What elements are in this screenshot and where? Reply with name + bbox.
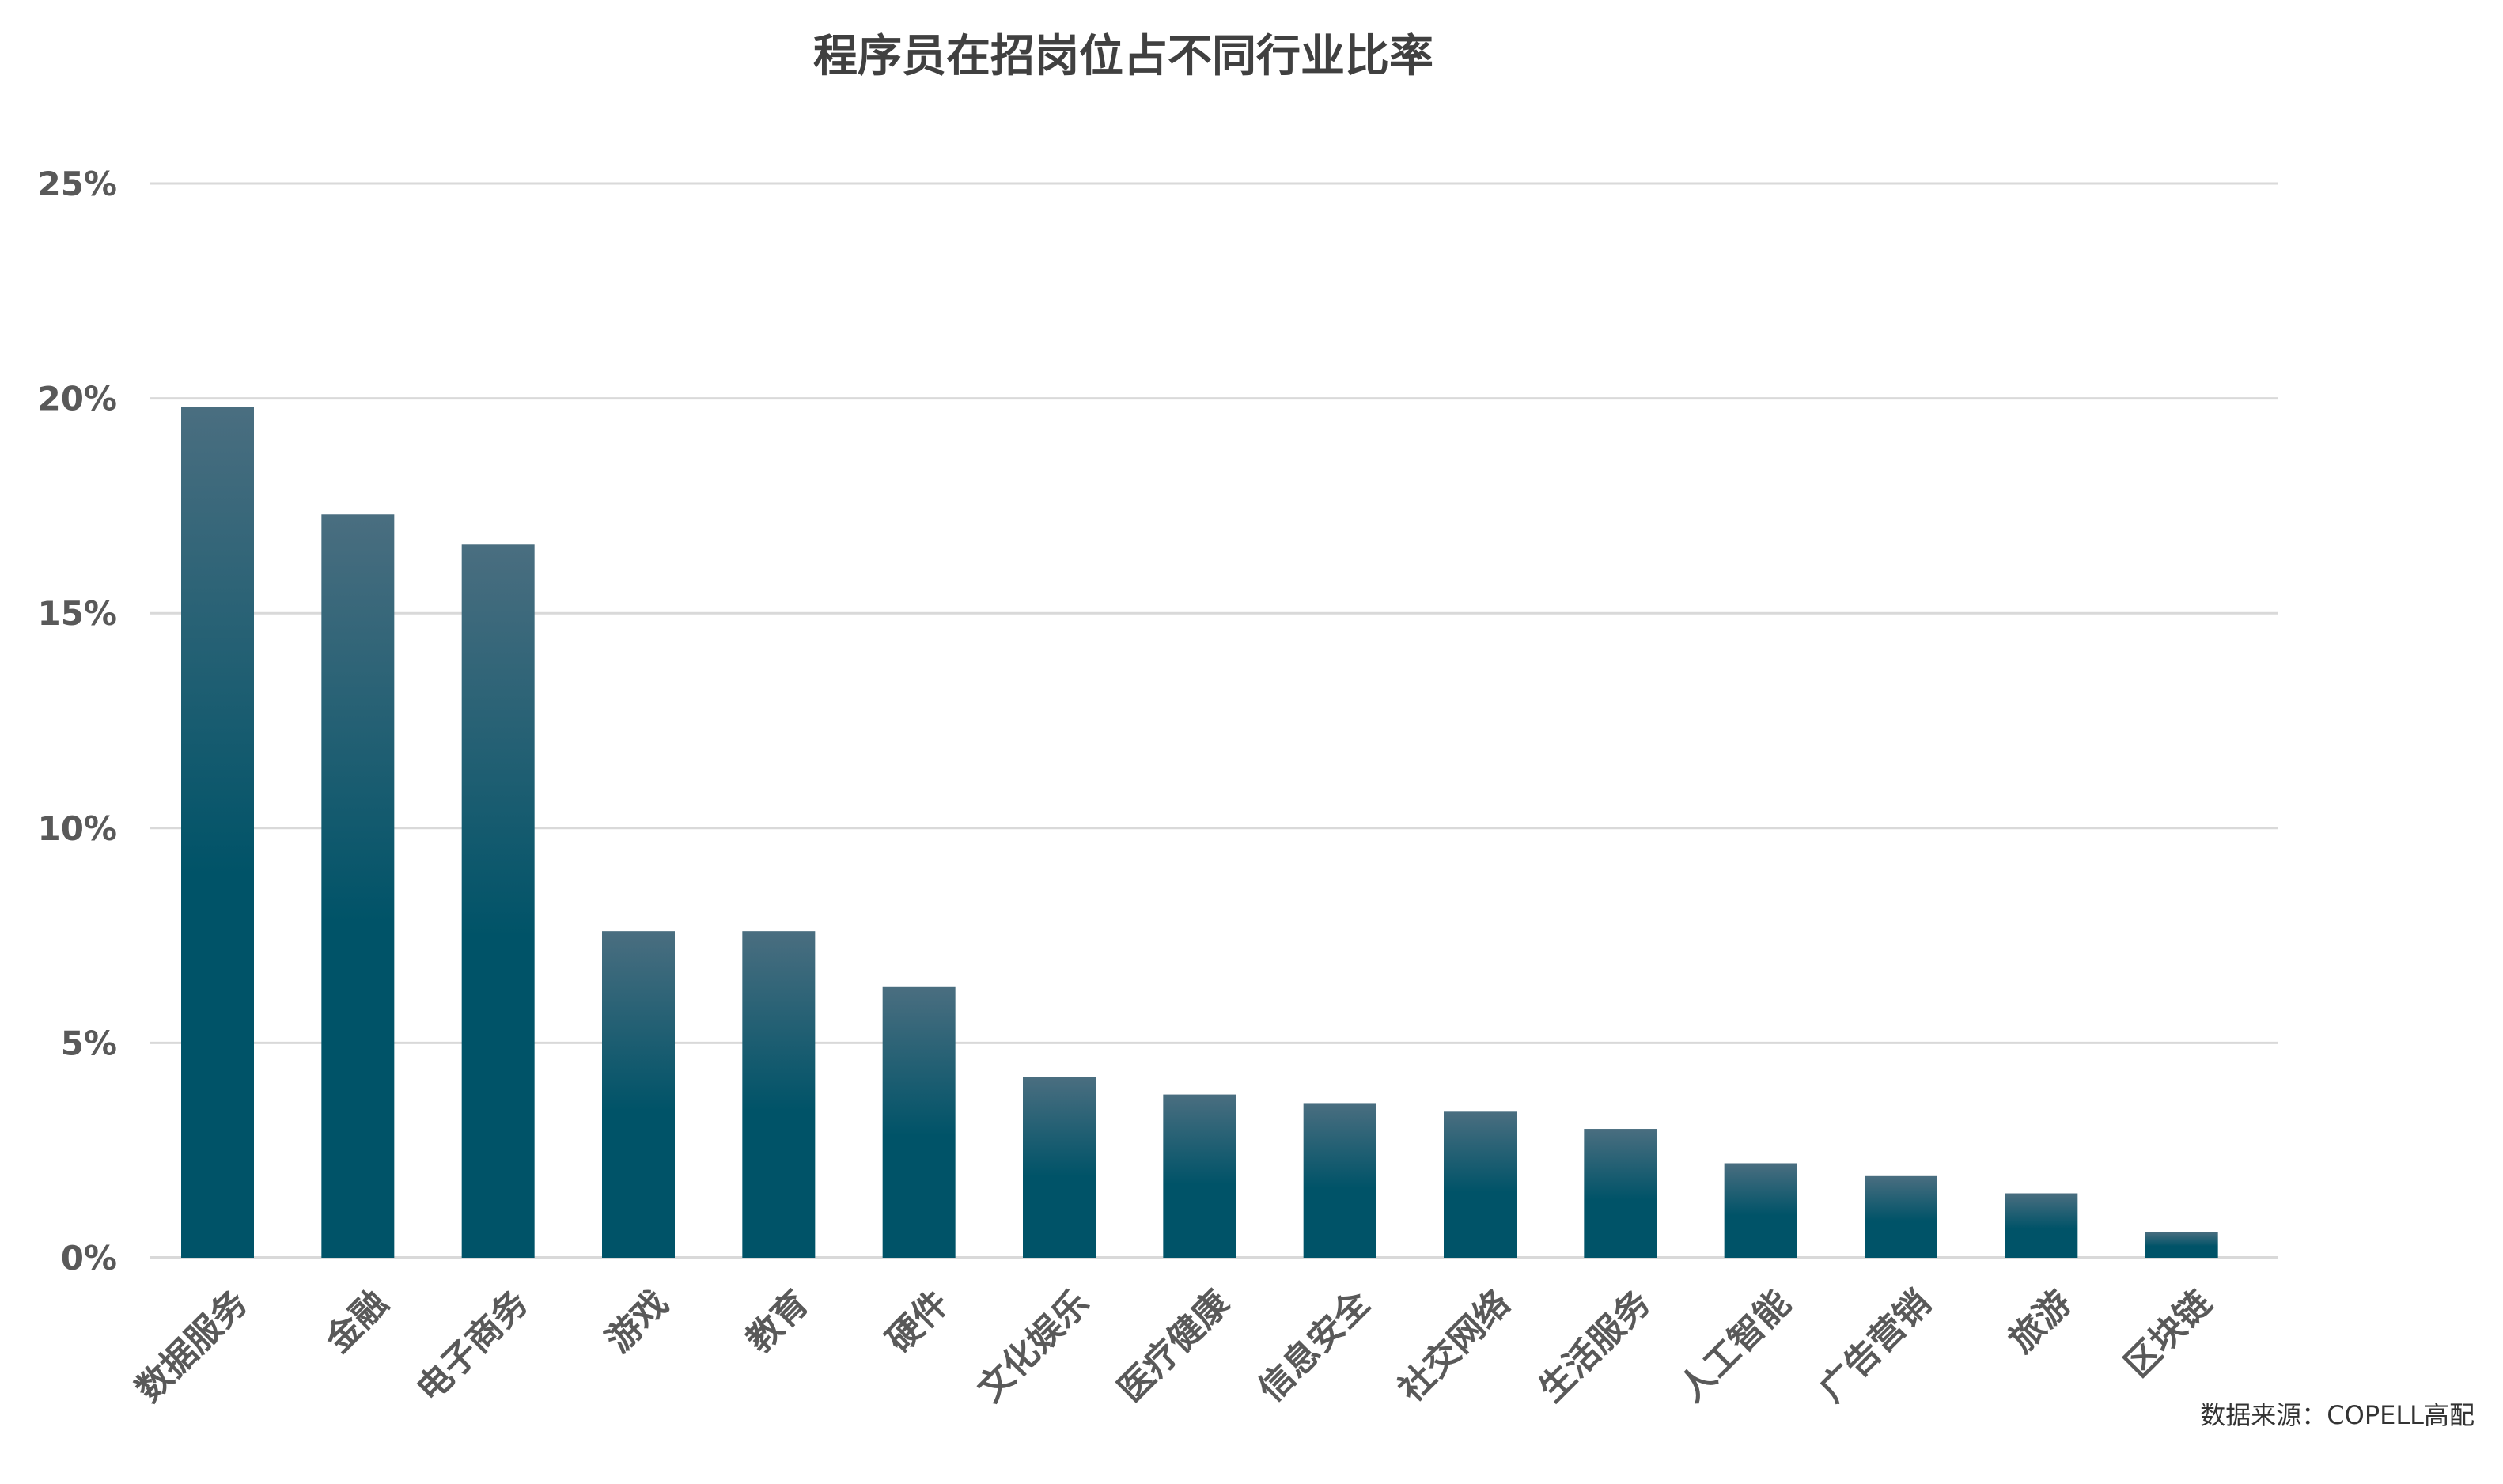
x-tick-label: 区块链: [2117, 1283, 2219, 1385]
bar: [602, 931, 675, 1258]
x-tick-label: 旅游: [2001, 1283, 2079, 1361]
y-axis-ticks: 0% 5% 10% 15% 20% 25%: [37, 165, 117, 1278]
x-tick-label: 硬件: [879, 1283, 956, 1361]
x-tick-label: 生活服务: [1532, 1283, 1659, 1410]
x-tick-label: 金融: [317, 1283, 396, 1361]
source-note: 数据来源：COPELL高配: [2200, 1400, 2475, 1430]
x-tick-label: 文化娱乐: [970, 1283, 1097, 1410]
x-tick-label: 教育: [739, 1283, 816, 1361]
x-tick-label: 信息安全: [1251, 1282, 1378, 1410]
bar: [1584, 1129, 1657, 1258]
x-tick-label: 电子商务: [409, 1283, 536, 1410]
x-axis-ticks: 数据服务 金融 电子商务 游戏 教育 硬件 文化娱乐 医疗健康 信息安全 社交网络 生活服务 人工智能…: [128, 1282, 2219, 1410]
bars: [181, 407, 2218, 1258]
bar: [1865, 1175, 1937, 1258]
y-tick-label: 15%: [37, 594, 117, 633]
bar: [882, 986, 956, 1258]
x-tick-label: 游戏: [598, 1283, 676, 1361]
y-tick-label: 25%: [37, 165, 117, 203]
x-tick-label: 医疗健康: [1111, 1283, 1238, 1410]
chart-title: 程序员在招岗位占不同行业比率: [813, 31, 1433, 82]
bar: [1023, 1077, 1096, 1258]
bar: [742, 931, 816, 1258]
x-tick-label: 广告营销: [1812, 1283, 1939, 1410]
bar: [1444, 1111, 1517, 1258]
bar: [461, 544, 535, 1258]
x-tick-label: 数据服务: [128, 1283, 256, 1410]
y-tick-label: 20%: [37, 380, 117, 418]
bar: [321, 514, 395, 1258]
x-tick-label: 社交网络: [1391, 1283, 1518, 1410]
y-tick-label: 0%: [61, 1239, 117, 1278]
bar: [1724, 1163, 1797, 1258]
bar: [2145, 1232, 2218, 1258]
x-tick-label: 人工智能: [1672, 1283, 1799, 1410]
bar: [1163, 1094, 1236, 1258]
bar: [1303, 1103, 1376, 1258]
bar: [181, 407, 254, 1258]
y-tick-label: 10%: [37, 809, 117, 848]
bar: [2005, 1193, 2078, 1258]
y-tick-label: 5%: [61, 1024, 117, 1062]
